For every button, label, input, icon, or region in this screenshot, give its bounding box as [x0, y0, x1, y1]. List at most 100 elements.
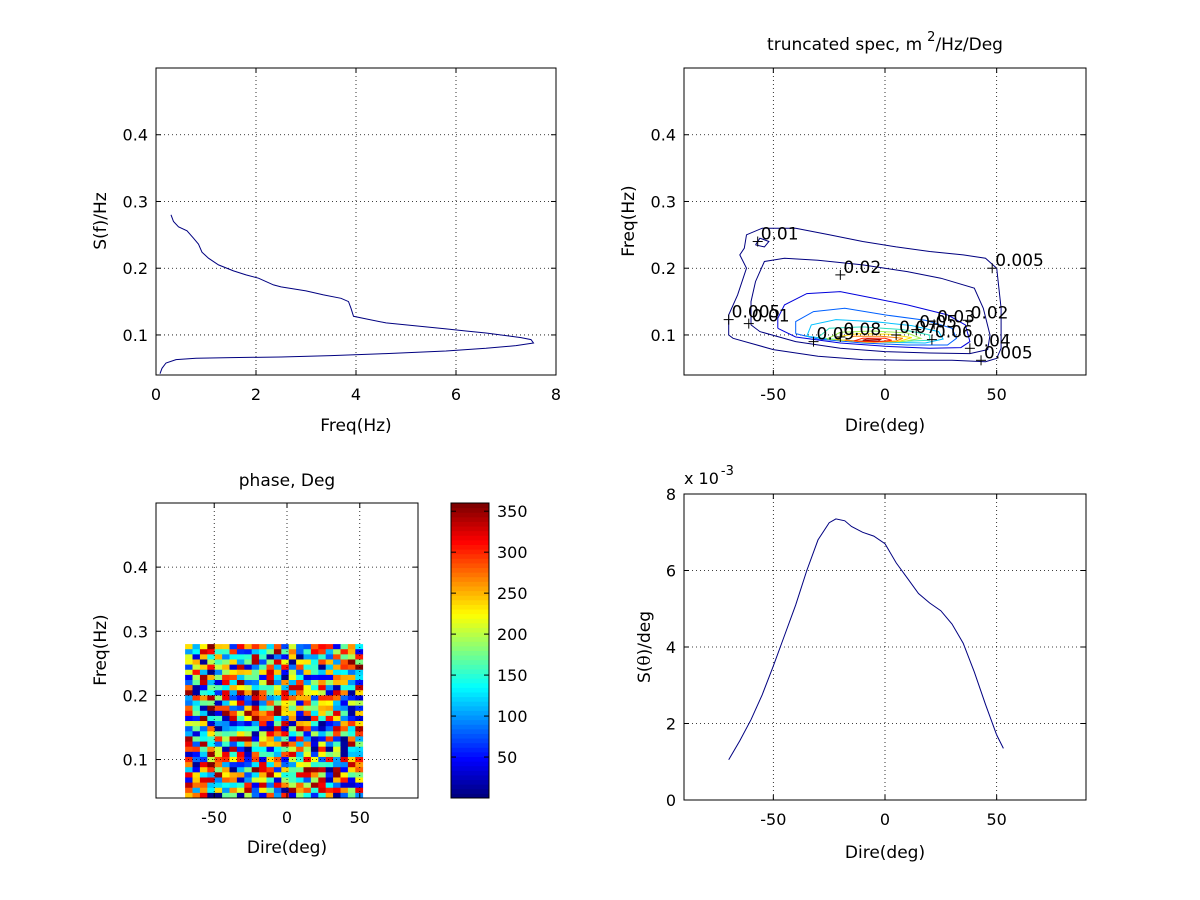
contour-xtick-label: -50	[760, 385, 786, 404]
phase-cell	[288, 787, 297, 794]
phase-cell	[281, 767, 290, 773]
directional-xtick-label: 0	[880, 810, 890, 829]
phase-ytick-label: 0.1	[123, 751, 148, 770]
phase-cell	[214, 721, 223, 727]
phase-cell	[288, 690, 297, 696]
phase-cell	[192, 680, 201, 686]
phase-cell	[207, 649, 216, 655]
colorbar-band	[451, 521, 489, 527]
phase-cell	[236, 741, 245, 748]
phase-cell	[340, 741, 349, 748]
phase-cell	[325, 721, 334, 727]
phase-cell	[325, 649, 334, 655]
phase-cell	[303, 680, 312, 686]
phase-cell	[222, 669, 230, 676]
phase-cell	[355, 762, 364, 768]
phase-cell	[347, 721, 356, 727]
phase-cell	[222, 767, 230, 773]
phase-cell	[222, 664, 230, 671]
phase-cell	[185, 690, 193, 696]
spectrum-xtick-label: 2	[251, 385, 261, 404]
phase-cell	[259, 736, 267, 742]
phase-cell	[199, 669, 208, 676]
phase-cell	[214, 736, 223, 742]
phase-cell	[281, 751, 290, 758]
colorbar-band	[451, 622, 489, 628]
phase-cell	[340, 680, 349, 686]
spectrum-ylabel: S(f)/Hz	[91, 192, 111, 250]
phase-cell	[303, 715, 312, 722]
phase-cell	[333, 649, 341, 655]
phase-cell	[296, 705, 304, 712]
spectrum-xlabel: Freq(Hz)	[320, 416, 391, 436]
phase-cell	[325, 772, 334, 778]
colorbar-band	[451, 609, 489, 615]
phase-cell	[236, 685, 245, 691]
phase-cell	[347, 644, 356, 650]
phase-cell	[310, 767, 319, 773]
phase-cell	[333, 700, 341, 707]
phase-cell	[347, 654, 356, 660]
phase-cell	[244, 659, 253, 666]
phase-cell	[251, 664, 260, 671]
phase-cell	[192, 726, 201, 732]
phase-cell	[244, 767, 253, 773]
phase-cell	[318, 690, 327, 696]
phase-cell	[199, 721, 208, 727]
phase-cell	[347, 710, 356, 717]
phase-cell	[296, 721, 304, 727]
phase-cell	[236, 731, 245, 737]
phase-cell	[266, 710, 275, 717]
phase-cell	[214, 777, 223, 784]
phase-cell	[207, 695, 216, 701]
colorbar-band	[451, 512, 489, 518]
phase-cell	[214, 751, 223, 758]
phase-cell	[222, 649, 230, 655]
phase-cell	[273, 772, 282, 778]
phase-cell	[340, 787, 349, 794]
directional-ytick-label: 8	[666, 485, 676, 504]
directional-ytick-label: 6	[666, 562, 676, 581]
phase-cell	[325, 669, 334, 676]
colorbar-band	[451, 562, 489, 569]
phase-cell	[229, 705, 238, 712]
contour-line-0_1	[862, 338, 883, 342]
phase-cell	[251, 746, 260, 753]
phase-cell	[229, 644, 238, 650]
spectrum-line	[159, 214, 535, 374]
phase-cell	[222, 777, 230, 784]
phase-cell	[340, 674, 349, 681]
phase-cell	[355, 649, 364, 655]
phase-cell	[266, 772, 275, 778]
phase-cell	[236, 659, 245, 666]
phase-cells	[185, 644, 364, 799]
phase-cell	[185, 746, 193, 753]
phase-cell	[318, 710, 327, 717]
phase-cell	[288, 644, 297, 650]
phase-cell	[207, 762, 216, 768]
phase-cell	[251, 715, 260, 722]
phase-cell	[244, 751, 253, 758]
contour-label: 0.005	[995, 251, 1044, 271]
phase-cell	[355, 669, 364, 676]
phase-cell	[192, 705, 201, 712]
phase-cell	[207, 726, 216, 732]
phase-cell	[251, 710, 260, 717]
colorbar-tick-label: 150	[497, 666, 528, 685]
phase-cell	[303, 649, 312, 655]
phase-cell	[266, 751, 275, 758]
phase-cell	[192, 664, 201, 671]
phase-cell	[192, 782, 201, 789]
phase-cell	[318, 726, 327, 732]
phase-cell	[355, 710, 364, 717]
phase-cell	[318, 746, 327, 753]
phase-cell	[310, 726, 319, 732]
phase-cell	[288, 777, 297, 784]
phase-cell	[340, 736, 349, 742]
phase-cell	[244, 726, 253, 732]
phase-cell	[185, 741, 193, 748]
colorbar-band	[451, 553, 489, 559]
contour-label: 0.09	[817, 325, 855, 345]
phase-cell	[310, 659, 319, 666]
phase-cell	[266, 762, 275, 768]
